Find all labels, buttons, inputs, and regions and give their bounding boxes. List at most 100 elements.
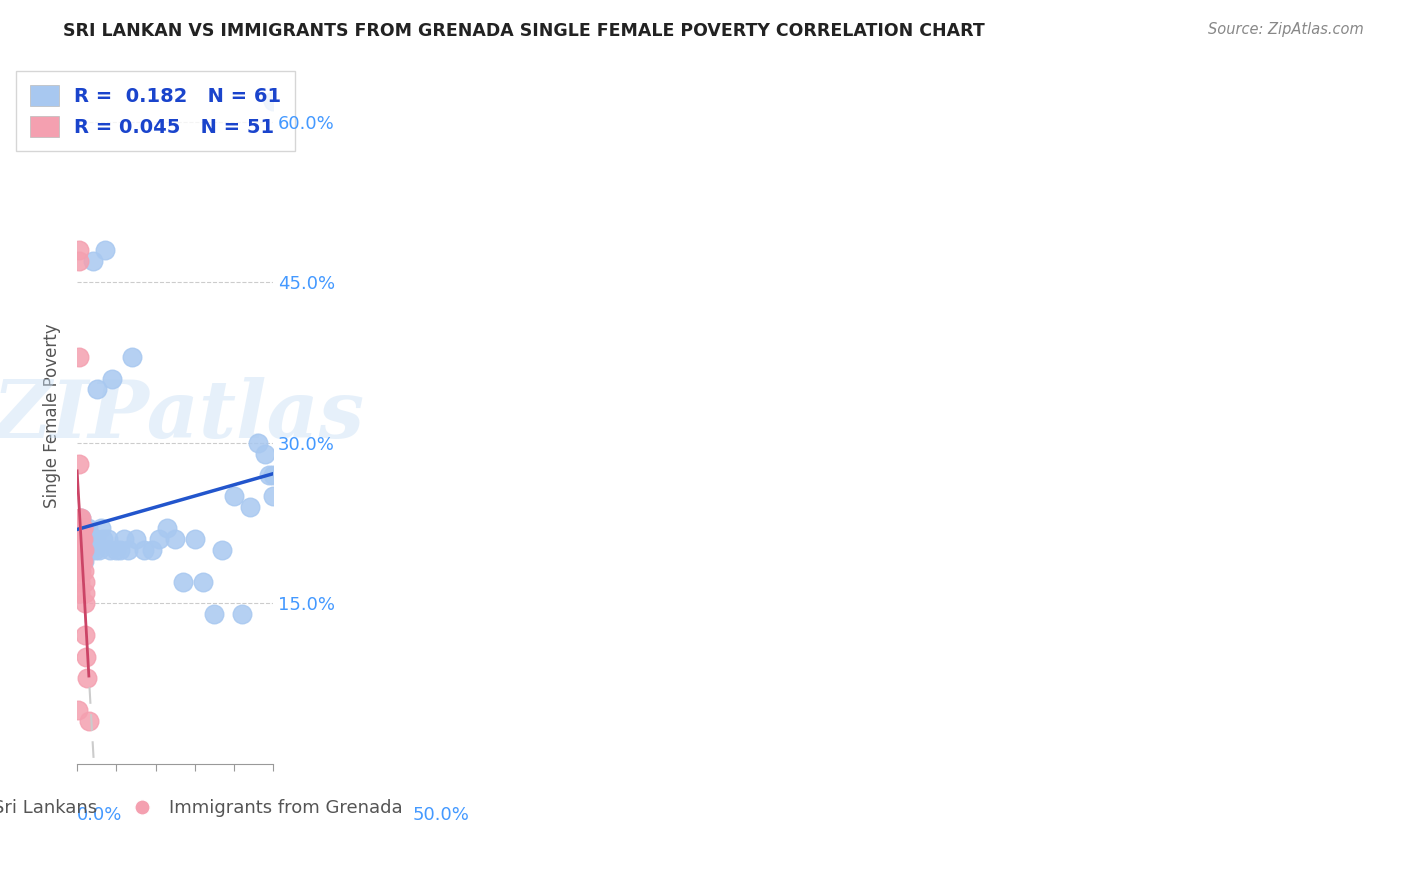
Point [69, 351, 91, 365]
Point [262, 94, 284, 108]
Point [72, 521, 94, 535]
Point [191, 574, 214, 589]
Point [112, 532, 135, 546]
Point [80, 532, 103, 546]
Point [172, 574, 194, 589]
Point [69, 585, 91, 599]
Point [76, 542, 98, 557]
Point [72, 521, 94, 535]
Point [69, 542, 91, 557]
Point [69, 532, 91, 546]
Point [83, 542, 105, 557]
Point [75, 521, 97, 535]
Point [75, 542, 97, 557]
Point [259, 468, 281, 483]
Point [110, 542, 132, 557]
Point [132, 542, 155, 557]
Point [93, 244, 115, 258]
Point [73, 564, 96, 578]
Point [100, 542, 122, 557]
Point [70, 542, 93, 557]
Point [121, 351, 143, 365]
Point [72, 542, 94, 557]
Point [262, 490, 284, 504]
Point [72, 532, 94, 546]
Point [231, 607, 253, 621]
Point [262, 468, 284, 483]
Point [117, 542, 139, 557]
Point [75, 649, 97, 664]
Point [69, 542, 91, 557]
Point [67, 254, 90, 268]
Text: 50.0%: 50.0% [412, 805, 470, 823]
Point [72, 553, 94, 567]
Point [73, 521, 96, 535]
Point [69, 553, 91, 567]
Point [70, 542, 93, 557]
Point [67, 244, 90, 258]
Point [67, 532, 90, 546]
Point [70, 532, 93, 546]
Point [69, 553, 91, 567]
Point [69, 521, 91, 535]
Point [70, 532, 93, 546]
Point [254, 447, 277, 461]
Point [211, 542, 233, 557]
Point [73, 532, 96, 546]
Point [165, 532, 187, 546]
Point [70, 542, 93, 557]
Point [73, 585, 96, 599]
Point [67, 703, 90, 717]
Point [67, 553, 90, 567]
Point [69, 521, 91, 535]
Point [72, 521, 94, 535]
Point [70, 521, 93, 535]
Point [69, 553, 91, 567]
Point [69, 542, 91, 557]
Point [86, 383, 108, 397]
Point [91, 532, 114, 546]
Point [69, 458, 91, 472]
Point [101, 372, 124, 386]
Point [73, 542, 96, 557]
Point [77, 714, 100, 728]
Point [105, 542, 128, 557]
Point [76, 671, 98, 685]
Point [70, 521, 93, 535]
Point [70, 510, 93, 524]
Point [75, 628, 97, 642]
Point [156, 521, 179, 535]
Y-axis label: Single Female Poverty: Single Female Poverty [44, 324, 60, 508]
Text: ZIPatlas: ZIPatlas [0, 377, 366, 455]
Text: Source: ZipAtlas.com: Source: ZipAtlas.com [1208, 22, 1364, 37]
Point [69, 521, 91, 535]
Text: SRI LANKAN VS IMMIGRANTS FROM GRENADA SINGLE FEMALE POVERTY CORRELATION CHART: SRI LANKAN VS IMMIGRANTS FROM GRENADA SI… [63, 22, 986, 40]
Point [76, 521, 98, 535]
Point [97, 532, 120, 546]
Point [67, 521, 90, 535]
Point [90, 521, 112, 535]
Text: 0.0%: 0.0% [77, 805, 122, 823]
Point [73, 532, 96, 546]
Point [70, 521, 93, 535]
Point [69, 553, 91, 567]
Point [69, 574, 91, 589]
Point [70, 553, 93, 567]
Point [70, 510, 93, 524]
Point [79, 532, 101, 546]
Point [69, 564, 91, 578]
Point [70, 542, 93, 557]
Point [73, 542, 96, 557]
Point [202, 607, 225, 621]
Point [67, 542, 90, 557]
Point [222, 490, 245, 504]
Point [184, 532, 207, 546]
Point [67, 521, 90, 535]
Point [73, 596, 96, 610]
Point [141, 542, 163, 557]
Point [70, 532, 93, 546]
Point [69, 542, 91, 557]
Point [70, 521, 93, 535]
Point [72, 542, 94, 557]
Point [84, 532, 107, 546]
